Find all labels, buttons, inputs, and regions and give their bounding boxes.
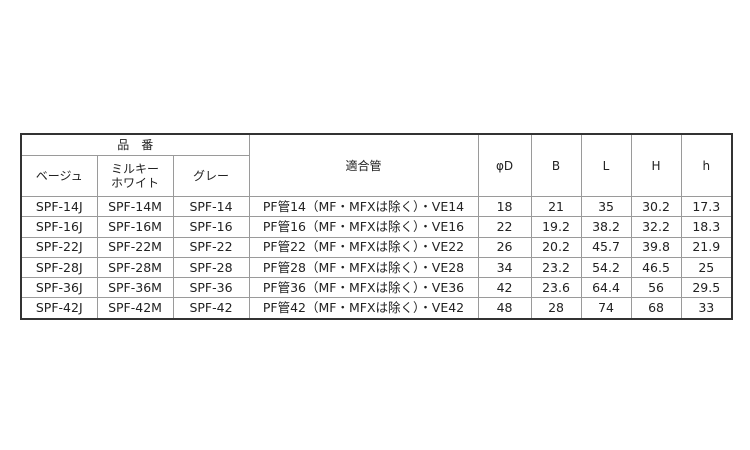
h-cell: 29.5: [680, 277, 733, 299]
H-cell: 39.8: [630, 236, 682, 258]
table-row: SPF-28J SPF-28M SPF-28 PF管28（MF・MFXは除く）・VE2…: [20, 256, 733, 279]
L-header: L: [580, 133, 632, 197]
table-row: SPF-42J SPF-42M SPF-42 PF管42（MF・MFXは除く）・VE4…: [20, 297, 733, 320]
L-cell: 38.2: [580, 216, 632, 238]
pipe-cell: PF管42（MF・MFXは除く）・VE42: [248, 297, 479, 320]
H-cell: 46.5: [630, 256, 682, 279]
B-cell: 28: [530, 297, 582, 320]
h-cell: 17.3: [680, 195, 733, 218]
h-cell: 18.3: [680, 216, 733, 238]
h-cell: 33: [680, 297, 733, 320]
phiD-cell: 22: [477, 216, 532, 238]
part-number-header: 品 番: [20, 133, 250, 156]
beige-header: ベージュ: [20, 155, 98, 197]
B-header: B: [530, 133, 582, 197]
beige-cell: SPF-14J: [20, 195, 98, 218]
gray-cell: SPF-42: [172, 297, 250, 320]
milky-white-cell: SPF-36M: [96, 277, 174, 299]
h-header: h: [680, 133, 733, 197]
milky-white-cell: SPF-42M: [96, 297, 174, 320]
gray-cell: SPF-14: [172, 195, 250, 218]
table-row: SPF-14J SPF-14M SPF-14 PF管14（MF・MFXは除く）・VE1…: [20, 195, 733, 218]
phiD-cell: 34: [477, 256, 532, 279]
pipe-cell: PF管36（MF・MFXは除く）・VE36: [248, 277, 479, 299]
L-cell: 64.4: [580, 277, 632, 299]
H-cell: 56: [630, 277, 682, 299]
table-row: SPF-22J SPF-22M SPF-22 PF管22（MF・MFXは除く）・VE2…: [20, 236, 733, 258]
H-cell: 30.2: [630, 195, 682, 218]
phiD-cell: 26: [477, 236, 532, 258]
beige-cell: SPF-36J: [20, 277, 98, 299]
milky-white-line1: ミルキー: [110, 162, 159, 176]
milky-white-cell: SPF-16M: [96, 216, 174, 238]
table-row: SPF-36J SPF-36M SPF-36 PF管36（MF・MFXは除く）・VE3…: [20, 277, 733, 299]
pipe-cell: PF管14（MF・MFXは除く）・VE14: [248, 195, 479, 218]
table-row: SPF-16J SPF-16M SPF-16 PF管16（MF・MFXは除く）・VE1…: [20, 216, 733, 238]
pipe-header: 適合管: [248, 133, 479, 197]
H-header: H: [630, 133, 682, 197]
B-cell: 23.6: [530, 277, 582, 299]
pipe-cell: PF管16（MF・MFXは除く）・VE16: [248, 216, 479, 238]
spec-table: 品 番 適合管 φD B L H h ベージュ ミルキー ホワイト グレー SPF…: [20, 133, 734, 320]
gray-cell: SPF-36: [172, 277, 250, 299]
milky-white-cell: SPF-14M: [96, 195, 174, 218]
beige-cell: SPF-22J: [20, 236, 98, 258]
B-cell: 20.2: [530, 236, 582, 258]
L-cell: 54.2: [580, 256, 632, 279]
beige-cell: SPF-28J: [20, 256, 98, 279]
B-cell: 23.2: [530, 256, 582, 279]
milky-white-cell: SPF-22M: [96, 236, 174, 258]
milky-white-cell: SPF-28M: [96, 256, 174, 279]
gray-header: グレー: [172, 155, 250, 197]
beige-cell: SPF-42J: [20, 297, 98, 320]
h-cell: 25: [680, 256, 733, 279]
phiD-header: φD: [477, 133, 532, 197]
gray-cell: SPF-28: [172, 256, 250, 279]
gray-cell: SPF-22: [172, 236, 250, 258]
B-cell: 19.2: [530, 216, 582, 238]
milky-white-header: ミルキー ホワイト: [96, 155, 174, 197]
B-cell: 21: [530, 195, 582, 218]
L-cell: 45.7: [580, 236, 632, 258]
L-cell: 35: [580, 195, 632, 218]
milky-white-line2: ホワイト: [110, 176, 159, 190]
phiD-cell: 18: [477, 195, 532, 218]
phiD-cell: 48: [477, 297, 532, 320]
H-cell: 68: [630, 297, 682, 320]
pipe-cell: PF管22（MF・MFXは除く）・VE22: [248, 236, 479, 258]
h-cell: 21.9: [680, 236, 733, 258]
phiD-cell: 42: [477, 277, 532, 299]
H-cell: 32.2: [630, 216, 682, 238]
beige-cell: SPF-16J: [20, 216, 98, 238]
gray-cell: SPF-16: [172, 216, 250, 238]
L-cell: 74: [580, 297, 632, 320]
pipe-cell: PF管28（MF・MFXは除く）・VE28: [248, 256, 479, 279]
